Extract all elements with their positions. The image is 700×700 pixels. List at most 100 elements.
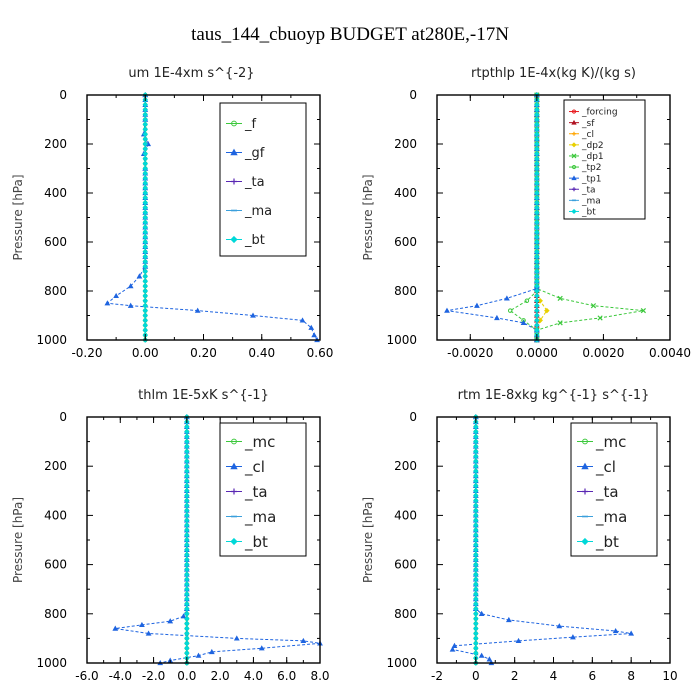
data-point bbox=[112, 625, 119, 631]
y-tick-label: 600 bbox=[394, 235, 417, 249]
x-tick-label: -2 bbox=[431, 669, 443, 683]
series-markers-tp1 bbox=[444, 91, 540, 343]
series-line-dp1 bbox=[536, 95, 644, 340]
x-tick-label: -0.20 bbox=[71, 346, 102, 360]
data-point bbox=[113, 292, 120, 299]
panel-title: thlm 1E-5xK s^{-1} bbox=[138, 388, 269, 403]
data-point bbox=[167, 618, 174, 624]
data-point bbox=[544, 307, 550, 314]
y-tick-label: 0 bbox=[409, 88, 417, 102]
data-point bbox=[145, 630, 152, 636]
y-tick-label: 0 bbox=[59, 410, 67, 424]
data-point bbox=[233, 635, 240, 641]
legend-marker bbox=[581, 537, 589, 546]
y-tick-label: 1000 bbox=[36, 656, 67, 670]
legend-label: _ma bbox=[595, 508, 627, 527]
data-point bbox=[520, 319, 527, 326]
legend-label: _mc bbox=[595, 433, 626, 452]
legend-label: _cl bbox=[581, 130, 594, 140]
legend-marker bbox=[572, 131, 576, 136]
y-axis-label: Pressure [hPa] bbox=[11, 174, 25, 260]
chart-panel-2: rtpthlp 1E-4x(kg K)/(kg s) Pressure [hPa]… bbox=[361, 66, 691, 360]
x-tick-label: -2.0 bbox=[142, 669, 165, 683]
legend-label: _dp1 bbox=[581, 152, 604, 162]
x-tick-label: 8.0 bbox=[310, 669, 329, 683]
x-tick-label: 0.0 bbox=[177, 669, 196, 683]
x-tick-label: -0.0020 bbox=[447, 346, 493, 360]
data-point bbox=[139, 621, 145, 628]
legend-marker bbox=[571, 175, 577, 181]
y-tick-label: 400 bbox=[44, 508, 67, 522]
panel-title: um 1E-4xm s^{-2} bbox=[128, 66, 254, 81]
data-point bbox=[136, 273, 143, 279]
y-axis-label: Pressure [hPa] bbox=[11, 497, 25, 583]
y-tick-label: 1000 bbox=[36, 333, 67, 347]
y-tick-label: 800 bbox=[394, 607, 417, 621]
x-tick-label: 0.0000 bbox=[516, 346, 558, 360]
data-point bbox=[194, 307, 201, 313]
data-point bbox=[557, 295, 563, 301]
y-tick-label: 1000 bbox=[386, 333, 417, 347]
legend: _mc _cl _ta _ma _bt bbox=[570, 422, 658, 557]
data-point bbox=[299, 317, 306, 323]
legend-label: _ta bbox=[595, 483, 619, 502]
legend-marker bbox=[572, 187, 576, 192]
legend-marker bbox=[230, 235, 238, 244]
legend-label: _tp1 bbox=[581, 174, 601, 184]
y-axis-label: Pressure [hPa] bbox=[361, 497, 375, 583]
panel-title: rtm 1E-8xkg kg^{-1} s^{-1} bbox=[458, 388, 650, 403]
data-point bbox=[486, 656, 493, 662]
x-tick-label: 6.0 bbox=[277, 669, 296, 683]
legend-marker bbox=[231, 438, 237, 445]
data-point bbox=[258, 645, 265, 651]
legend-label: _sf bbox=[581, 119, 595, 129]
legend-label: _tp2 bbox=[581, 163, 601, 173]
legend-label: _forcing bbox=[581, 108, 618, 118]
x-tick-label: 0 bbox=[472, 669, 480, 683]
series-group bbox=[104, 91, 320, 343]
y-tick-label: 200 bbox=[394, 137, 417, 151]
legend-label: _cl bbox=[244, 458, 265, 477]
legend-marker bbox=[571, 153, 577, 159]
data-point bbox=[444, 307, 450, 313]
chart-panel-1: um 1E-4xm s^{-2} Pressure [hPa] -0.20 0.00 0… bbox=[11, 66, 333, 360]
legend-marker bbox=[581, 462, 589, 470]
legend-marker bbox=[231, 120, 237, 127]
legend-label: _dp2 bbox=[581, 141, 604, 151]
series-markers-bt bbox=[473, 414, 479, 666]
data-point bbox=[557, 320, 563, 326]
legend-label: _gf bbox=[244, 146, 265, 161]
y-tick-label: 600 bbox=[44, 235, 67, 249]
series-group bbox=[449, 413, 635, 666]
y-tick-label: 200 bbox=[394, 459, 417, 473]
legend-marker bbox=[230, 537, 238, 546]
data-point bbox=[640, 307, 646, 314]
y-tick-label: 1000 bbox=[386, 656, 417, 670]
y-tick-label: 400 bbox=[394, 186, 417, 200]
y-tick-label: 800 bbox=[44, 284, 67, 298]
series-group bbox=[444, 91, 646, 343]
y-tick-label: 800 bbox=[44, 607, 67, 621]
data-point bbox=[505, 616, 512, 623]
data-point bbox=[478, 610, 485, 616]
panels: um 1E-4xm s^{-2}Pressure [hPa]-0.20 0.00 0… bbox=[11, 66, 691, 683]
data-point bbox=[494, 314, 500, 321]
series-markers-bt bbox=[142, 92, 149, 343]
legend-marker bbox=[582, 438, 588, 445]
x-tick-label: 0.40 bbox=[248, 346, 275, 360]
legend-label: _ma bbox=[244, 204, 272, 219]
data-point bbox=[524, 298, 530, 304]
x-tick-label: -4.0 bbox=[109, 669, 132, 683]
chart-panel-4: rtm 1E-8xkg kg^{-1} s^{-1} Pressure [hPa]… bbox=[361, 388, 678, 683]
legend-label: _ma bbox=[244, 508, 276, 527]
data-point bbox=[250, 312, 256, 318]
data-point bbox=[449, 646, 456, 652]
data-point bbox=[628, 630, 635, 636]
data-point bbox=[590, 303, 597, 309]
data-point bbox=[570, 634, 576, 640]
data-point bbox=[300, 637, 307, 644]
x-tick-label: 4 bbox=[550, 669, 558, 683]
figure-title: taus_144_cbuoyp BUDGET at280E,-17N bbox=[191, 24, 509, 45]
data-point bbox=[180, 613, 187, 619]
